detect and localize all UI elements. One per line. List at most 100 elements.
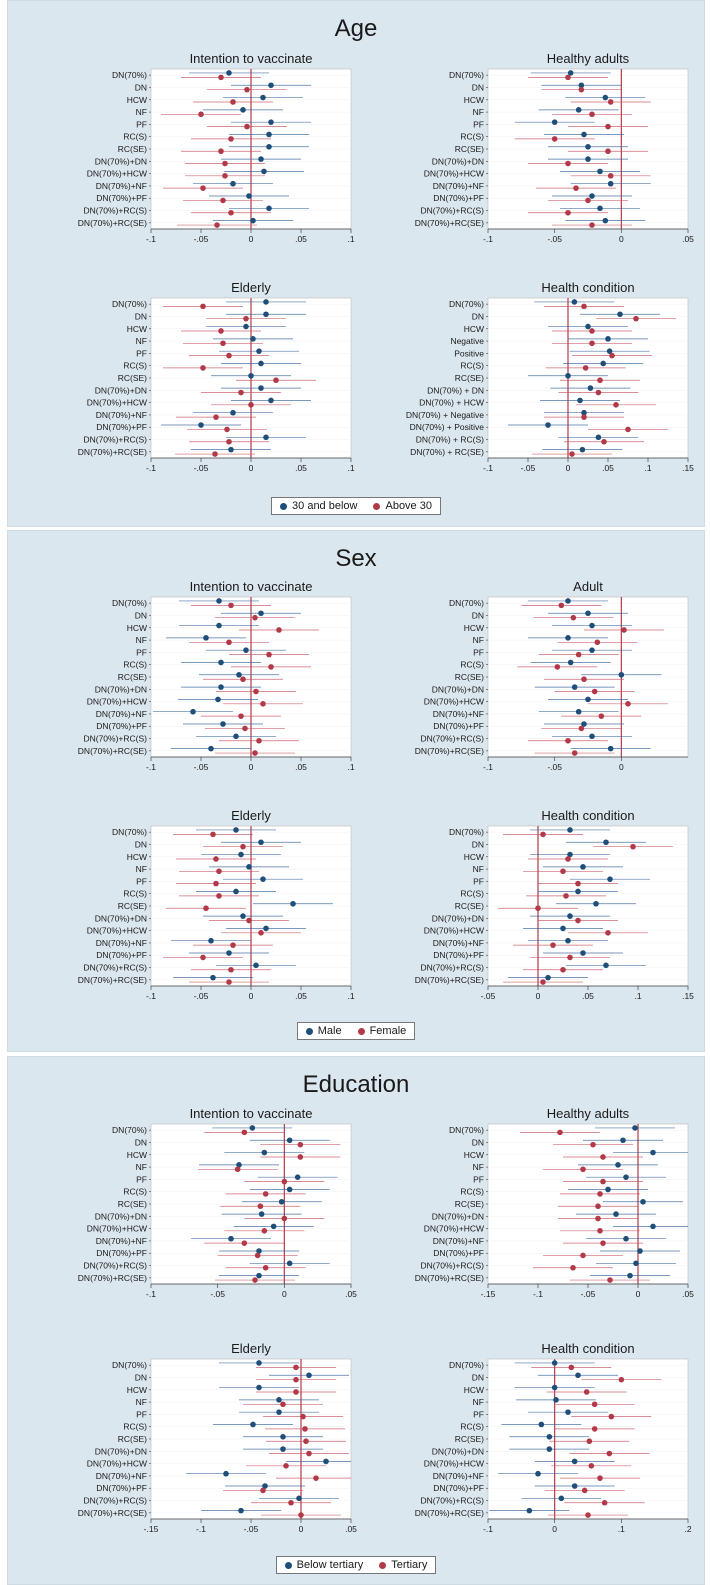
category-label: RC(SE) xyxy=(455,373,484,383)
category-label: RC(SE) xyxy=(455,144,484,154)
category-label: NF xyxy=(473,1397,484,1407)
data-point xyxy=(567,827,573,833)
data-point xyxy=(313,1475,319,1481)
category-label: HCW xyxy=(464,324,484,334)
category-label: DN xyxy=(472,839,484,849)
category-label: HCW xyxy=(127,852,147,862)
section-plots-svg: Intention to vaccinate DN(70%) DN HCW NF PF RC… xyxy=(78,51,694,473)
category-label: RC(SE) xyxy=(118,901,147,911)
category-label: DN xyxy=(135,1372,147,1382)
data-point xyxy=(223,1470,229,1477)
data-point xyxy=(261,1149,268,1156)
x-tick-label: .05 xyxy=(295,762,307,772)
data-point xyxy=(190,708,196,715)
data-point xyxy=(571,750,578,756)
x-tick-label: -.1 xyxy=(146,463,156,473)
category-label: DN(70%)+HCW xyxy=(424,697,484,707)
data-point xyxy=(213,856,219,862)
data-point xyxy=(262,1264,269,1271)
data-point xyxy=(600,1240,606,1246)
subplot-title: Healthy adults xyxy=(547,51,630,66)
legend-label: Male xyxy=(317,1025,342,1037)
data-point xyxy=(601,438,607,445)
category-label: RC(S) xyxy=(460,361,484,371)
data-point xyxy=(226,950,232,956)
subplot-health-condition: Health condition DN(70%) DN HCW NF PF RC(S) RC(… xyxy=(415,1341,692,1534)
data-point xyxy=(575,917,581,924)
category-label: HCW xyxy=(464,1150,484,1160)
section-plots-svg: Intention to vaccinate DN(70%) DN HCW NF PF RC… xyxy=(78,579,694,1001)
category-label: DN xyxy=(135,311,147,321)
data-point xyxy=(298,1512,304,1518)
x-tick-label: .1 xyxy=(618,1524,625,1534)
data-point xyxy=(589,111,595,118)
data-point xyxy=(303,1438,309,1445)
data-point xyxy=(623,1174,629,1180)
data-point xyxy=(580,1252,586,1259)
data-point xyxy=(200,954,206,961)
x-tick-label: -.1 xyxy=(146,991,156,1001)
category-label: DN(70%)+RC(SE) xyxy=(78,447,147,457)
subplot-elderly: Elderly DN(70%) DN HCW NF PF RC(S) RC(SE) DN(70%… xyxy=(78,1341,357,1534)
data-point xyxy=(218,659,224,666)
category-label: DN(70%)+RC(S) xyxy=(420,206,484,216)
category-label: DN(70%)+NF xyxy=(433,709,484,719)
data-point xyxy=(276,1397,282,1403)
category-label: DN(70%)+DN xyxy=(432,913,484,923)
data-point xyxy=(650,1223,656,1230)
data-point xyxy=(553,1397,559,1403)
data-point xyxy=(578,86,585,93)
subplot-title: Adult xyxy=(573,579,603,594)
category-label: DN(70%)+DN xyxy=(95,1446,147,1456)
data-point xyxy=(607,876,613,882)
data-point xyxy=(569,451,575,457)
category-label: DN(70%) xyxy=(112,299,147,309)
data-point xyxy=(306,1450,312,1457)
data-point xyxy=(603,839,609,846)
data-point xyxy=(594,639,601,646)
category-label: DN(70%)+DN xyxy=(95,156,147,166)
category-label: DN(70%)+RC(SE) xyxy=(78,218,147,228)
subplot-intention-to-vaccinate: Intention to vaccinate DN(70%) DN HCW NF PF RC… xyxy=(78,51,355,244)
category-label: Negative xyxy=(450,336,484,346)
data-point xyxy=(565,160,571,167)
data-point xyxy=(286,1186,293,1193)
legend-box: Below tertiary Tertiary xyxy=(275,1556,437,1574)
x-tick-label: .1 xyxy=(644,463,651,473)
category-label: DN(70%) xyxy=(112,827,147,837)
legend-box: 30 and below Above 30 xyxy=(271,497,441,515)
data-point xyxy=(554,664,561,670)
data-point xyxy=(323,1458,329,1465)
x-tick-label: .05 xyxy=(682,234,694,244)
data-point xyxy=(607,745,614,752)
data-point xyxy=(580,950,586,956)
data-point xyxy=(625,426,631,433)
data-point xyxy=(565,598,571,604)
category-label: DN xyxy=(135,610,147,620)
data-point xyxy=(241,1129,248,1136)
category-label: DN(70%)+NF xyxy=(433,938,484,948)
data-point xyxy=(240,107,246,113)
data-point xyxy=(233,827,239,833)
category-label: PF xyxy=(136,348,147,358)
data-point xyxy=(252,750,258,756)
data-point xyxy=(228,209,234,216)
data-point xyxy=(246,193,252,199)
data-point xyxy=(215,696,221,703)
category-label: DN(70%)+DN xyxy=(432,156,484,166)
data-point xyxy=(589,340,595,347)
data-point xyxy=(618,1376,625,1383)
data-point xyxy=(236,671,242,678)
data-point xyxy=(589,222,595,228)
data-point xyxy=(250,1421,256,1428)
data-point xyxy=(590,1141,596,1148)
category-label: DN(70%)+PF xyxy=(433,1483,484,1493)
data-point xyxy=(585,1512,591,1518)
data-point xyxy=(563,893,569,899)
data-point xyxy=(302,1426,308,1432)
data-point xyxy=(238,389,244,396)
data-point xyxy=(607,99,614,105)
category-label: DN(70%) xyxy=(449,1360,484,1370)
category-label: RC(S) xyxy=(123,660,147,670)
data-point xyxy=(609,352,615,359)
